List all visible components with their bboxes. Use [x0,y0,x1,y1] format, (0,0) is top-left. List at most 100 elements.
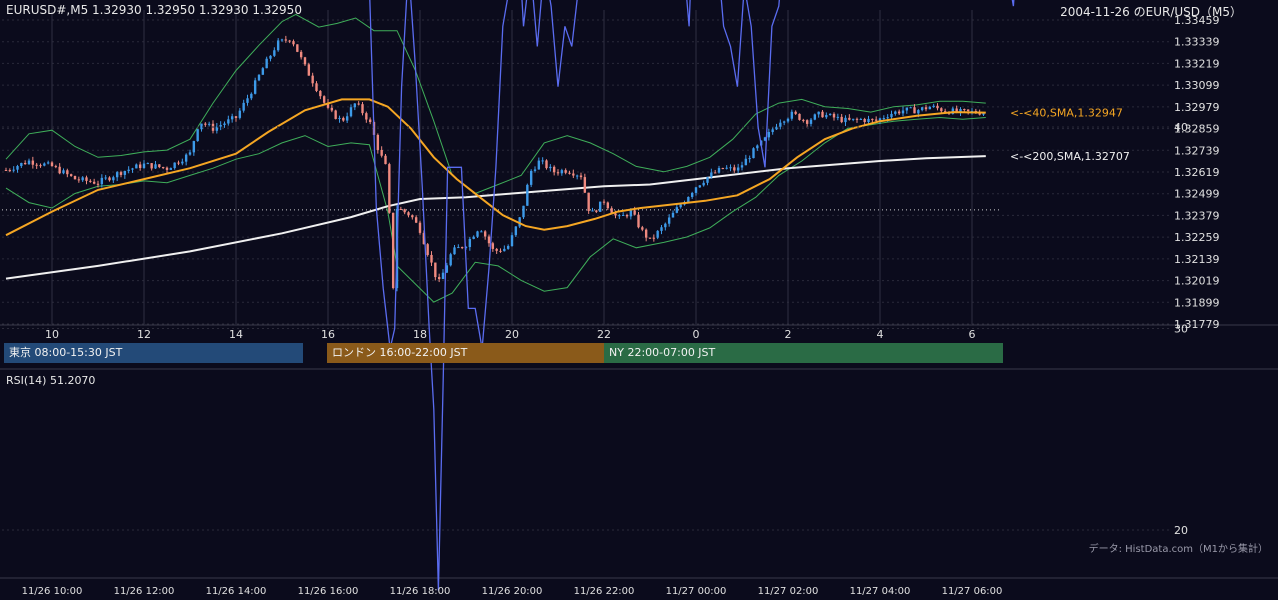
candle-body [177,162,180,164]
candle-body [794,111,797,114]
candle-body [127,169,130,171]
candle-body [307,64,311,76]
candle-body [882,118,886,120]
candle-body [261,68,265,75]
candle-body [533,169,537,171]
candle-body [20,162,23,167]
candle-body [234,116,238,118]
candle-body [744,158,748,166]
price-axis: 1.33459 1.33339 1.33219 1.33099 1.32979 1.328… [1010,14,1220,331]
candle-body [39,165,42,167]
candle-body [556,172,560,174]
price-tick-label: 1.32499 [1174,188,1220,201]
candle-body [836,116,840,118]
time-tick-label: 12 [137,328,151,341]
candle-body [733,167,736,171]
candle-body [108,177,111,181]
rsi-time-tick-label: 11/26 10:00 [22,586,83,597]
candle-body [204,123,207,125]
candle-body [184,154,188,162]
candle-body [219,125,222,127]
candle-body [207,123,211,125]
candle-body [115,172,119,178]
candle-body [35,164,38,166]
price-tick-label: 1.32859 [1174,123,1220,136]
candle-body [453,247,456,255]
candle-body [844,117,847,123]
candle-body [85,177,88,181]
price-tick-label: 1.32259 [1174,231,1220,244]
candle-body [368,119,372,123]
candle-body [322,96,326,103]
candle-body [779,122,782,127]
candle-body [441,272,445,280]
candle-body [138,164,142,168]
candle-body [928,106,932,110]
candle-body [58,166,61,174]
candle-body [265,58,268,69]
price-grid [0,10,1278,579]
rsi-tick-label: 20 [1174,524,1188,537]
candle-body [365,113,368,120]
candle-body [656,230,659,238]
candle-body [16,166,19,170]
candle-body [790,111,794,119]
rsi-time-tick-label: 11/27 02:00 [758,586,819,597]
session-tokyo: 東京 08:00-15:30 JST [4,343,303,363]
candle-body [135,164,138,169]
candle-body [227,119,230,124]
candle-body [142,163,146,168]
price-tick-label: 1.33099 [1174,79,1220,92]
time-tick-label: 6 [969,328,976,341]
candle-body [756,145,759,149]
candle-body [825,115,828,118]
chart-title: 2004-11-26 のEUR/USD（M5） [1060,5,1242,19]
candle-body [499,250,502,252]
candle-body [648,237,652,239]
candle-body [8,170,12,172]
candle-body [188,152,192,155]
rsi-label: RSI(14) 51.2070 [6,374,96,387]
candle-body [181,161,184,164]
candle-body [150,163,153,169]
candle-body [361,104,364,114]
price-tick-label: 1.32139 [1174,253,1220,266]
candle-body [380,149,383,156]
candle-body [813,114,817,120]
candle-body [487,236,491,244]
candle-body [767,132,771,138]
candle-body [73,175,77,180]
candle-body [299,51,303,58]
candle-body [503,248,506,252]
candle-body [104,177,107,179]
candle-body [629,210,633,217]
candle-body [476,231,479,237]
price-tick-label: 1.33339 [1174,36,1220,49]
candle-body [572,173,575,176]
candle-body [123,170,127,175]
sma40-path [5,98,986,237]
candle-body [579,175,583,178]
candle-body [276,40,280,51]
rsi-time-tick-label: 11/27 06:00 [942,586,1003,597]
candle-body [832,113,836,118]
candle-body [664,223,667,228]
candle-body [81,177,84,181]
candle-body [805,120,809,124]
candle-body [269,55,272,59]
time-tick-label: 22 [597,328,611,341]
candle-body [537,160,541,170]
candle-body [713,172,717,174]
candle-body [529,170,533,185]
candle-body [491,243,495,249]
candle-body [694,187,698,193]
candle-body [621,215,625,217]
candle-body [165,167,169,170]
candle-body [284,39,288,41]
rsi-axis: 80706050403020 [1174,121,1188,537]
candle-body [92,181,96,184]
candle-body [848,117,851,120]
candle-body [391,212,395,289]
candle-body [215,126,219,131]
